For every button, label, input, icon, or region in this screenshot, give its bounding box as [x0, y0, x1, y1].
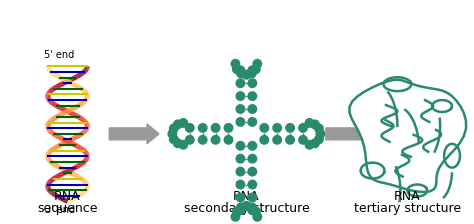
Circle shape: [178, 118, 188, 128]
Circle shape: [198, 123, 208, 133]
Circle shape: [314, 123, 324, 133]
Circle shape: [272, 135, 282, 145]
Circle shape: [247, 154, 257, 164]
Text: 5' end: 5' end: [45, 50, 75, 60]
Circle shape: [304, 118, 314, 128]
Circle shape: [259, 123, 269, 133]
Polygon shape: [349, 80, 466, 192]
Circle shape: [314, 134, 324, 144]
Circle shape: [236, 167, 246, 177]
Circle shape: [236, 104, 246, 114]
Circle shape: [247, 91, 257, 101]
Circle shape: [185, 123, 195, 133]
Circle shape: [236, 192, 246, 202]
Circle shape: [304, 140, 314, 150]
Circle shape: [315, 129, 325, 139]
Circle shape: [241, 70, 251, 80]
Circle shape: [236, 202, 246, 212]
Circle shape: [247, 68, 257, 78]
Circle shape: [169, 134, 179, 144]
Circle shape: [232, 64, 242, 74]
Circle shape: [236, 117, 246, 127]
Circle shape: [247, 104, 257, 114]
Circle shape: [285, 123, 295, 133]
Text: tertiary structure: tertiary structure: [354, 202, 461, 215]
Circle shape: [285, 135, 295, 145]
Circle shape: [210, 135, 220, 145]
FancyArrow shape: [109, 124, 159, 144]
Circle shape: [251, 206, 261, 216]
Circle shape: [247, 205, 257, 215]
Circle shape: [224, 135, 234, 145]
Circle shape: [252, 212, 262, 222]
Circle shape: [178, 140, 188, 150]
Circle shape: [236, 65, 246, 75]
Circle shape: [236, 78, 246, 88]
Circle shape: [310, 119, 320, 129]
Circle shape: [236, 180, 246, 190]
Circle shape: [298, 123, 308, 133]
Circle shape: [241, 201, 251, 211]
Circle shape: [236, 91, 246, 101]
Circle shape: [247, 192, 257, 202]
Circle shape: [310, 138, 320, 148]
Circle shape: [247, 202, 257, 212]
Circle shape: [224, 123, 234, 133]
Circle shape: [236, 205, 246, 215]
Circle shape: [251, 64, 261, 74]
Circle shape: [247, 167, 257, 177]
Circle shape: [298, 135, 308, 145]
Circle shape: [173, 138, 183, 148]
Circle shape: [247, 141, 257, 151]
Circle shape: [232, 206, 242, 216]
Text: RNA: RNA: [54, 190, 81, 203]
Text: RNA: RNA: [394, 190, 420, 203]
Text: sequence: sequence: [37, 202, 98, 215]
Circle shape: [247, 117, 257, 127]
Text: 3' end: 3' end: [45, 205, 75, 215]
Circle shape: [173, 119, 183, 129]
Circle shape: [272, 123, 282, 133]
Circle shape: [252, 59, 262, 69]
FancyArrow shape: [326, 124, 375, 144]
Circle shape: [210, 123, 220, 133]
Text: RNA: RNA: [233, 190, 260, 203]
Circle shape: [247, 78, 257, 88]
Circle shape: [247, 65, 257, 75]
Circle shape: [236, 68, 246, 78]
Circle shape: [185, 135, 195, 145]
Circle shape: [236, 141, 246, 151]
Circle shape: [169, 123, 179, 133]
Circle shape: [230, 212, 240, 222]
Circle shape: [167, 129, 177, 139]
Circle shape: [259, 135, 269, 145]
Circle shape: [236, 154, 246, 164]
Circle shape: [230, 59, 240, 69]
Text: secondary structure: secondary structure: [183, 202, 309, 215]
Circle shape: [198, 135, 208, 145]
Circle shape: [247, 180, 257, 190]
